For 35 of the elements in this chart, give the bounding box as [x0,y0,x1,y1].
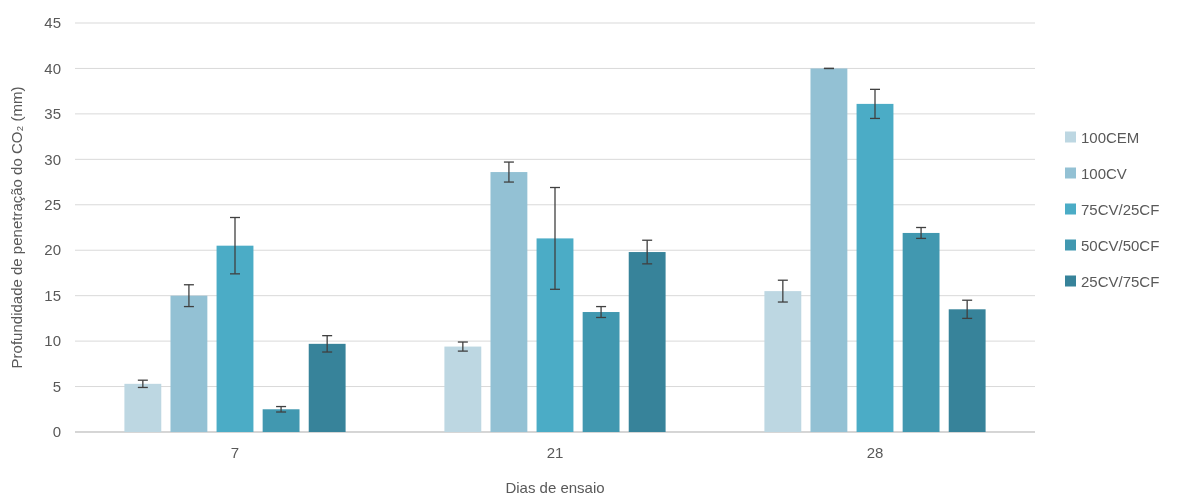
legend-label: 100CV [1081,164,1127,182]
y-tick-label: 15 [44,286,61,304]
bar [444,346,482,432]
bar [490,172,528,432]
bar [902,232,940,432]
legend-label: 50CV/50CF [1081,236,1160,254]
bar [582,312,620,432]
bar [216,245,254,432]
x-tick-label: 21 [546,444,564,461]
y-tick-label: 0 [52,423,61,441]
y-tick-label: 45 [44,14,61,32]
bar [308,343,346,432]
legend-label: 25CV/75CF [1081,272,1160,290]
y-tick-label: 40 [44,59,61,77]
bar [810,68,848,432]
bar [856,103,894,432]
x-tick-label: 28 [866,444,884,461]
x-tick-label: 7 [230,444,240,461]
bar [170,295,208,432]
bar [764,291,802,432]
legend-label: 75CV/25CF [1081,200,1160,218]
y-tick-label: 25 [44,196,61,214]
y-tick-label: 20 [44,241,61,259]
y-tick-label: 35 [44,105,61,123]
bar [124,383,162,432]
bar [948,309,986,432]
bar [628,252,666,432]
y-tick-label: 30 [44,150,61,168]
y-axis-title: Profundidade de penetração do CO₂ (mm) [8,86,25,369]
bar [536,238,574,432]
x-axis-title: Dias de ensaio [505,479,605,496]
y-tick-label: 5 [52,377,61,395]
y-tick-label: 10 [44,332,61,350]
legend-label: 100CEM [1081,128,1140,146]
bar [262,409,300,432]
